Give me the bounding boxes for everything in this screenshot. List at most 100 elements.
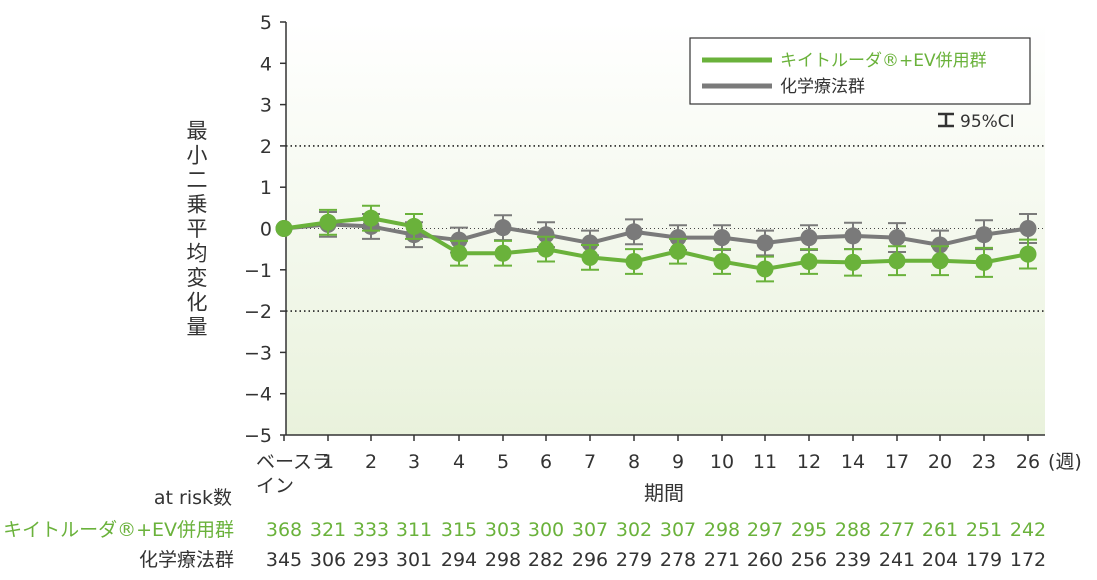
data-point — [494, 244, 512, 262]
at-risk-value: 242 — [1010, 519, 1046, 541]
at-risk-value: 278 — [660, 549, 696, 571]
data-point — [581, 234, 599, 252]
data-point — [888, 252, 906, 270]
y-ticks: 5 4 3 2 1 0 −1 −2 −3 −4 −5 — [244, 12, 286, 447]
x-tick-label: 12 — [797, 451, 821, 473]
data-point — [975, 226, 993, 244]
x-tick-label: 6 — [540, 451, 552, 473]
at-risk-value: 298 — [704, 519, 740, 541]
at-risk-value: 288 — [835, 519, 871, 541]
ci-icon — [938, 112, 954, 128]
y-tick-label: −5 — [244, 425, 272, 447]
at-risk-value: 368 — [266, 519, 302, 541]
at-risk-value: 302 — [616, 519, 652, 541]
at-risk-value: 261 — [922, 519, 958, 541]
x-tick-label: 26 — [1016, 451, 1040, 473]
ci-legend: 95%CI — [938, 112, 1015, 132]
reference-lines — [286, 145, 1045, 312]
x-tick-label: 2 — [365, 451, 377, 473]
x-tick-label: 3 — [408, 451, 420, 473]
at-risk-value: 260 — [747, 549, 783, 571]
data-point — [756, 260, 774, 278]
at-risk-value: 297 — [747, 519, 783, 541]
y-tick-label: 2 — [260, 136, 272, 158]
x-tick-label: 4 — [453, 451, 465, 473]
at-risk-value: 279 — [616, 549, 652, 571]
data-point — [669, 229, 687, 247]
y-tick-label: 5 — [260, 12, 272, 34]
at-risk-value: 345 — [266, 549, 302, 571]
at-risk-value: 293 — [353, 549, 389, 571]
y-tick-label: 1 — [260, 177, 272, 199]
at-risk-header: at risk数 — [154, 487, 232, 509]
at-risk-value: 300 — [528, 519, 564, 541]
y-axis-label-char: 乗 — [187, 193, 208, 217]
data-point — [1019, 245, 1037, 263]
y-tick-label: −2 — [244, 301, 272, 323]
at-risk-values: 368 321 333 311 315 303 300 307 302 307 298 297 295 2… — [266, 519, 1046, 571]
data-point — [319, 213, 337, 231]
at-risk-value: 179 — [966, 549, 1002, 571]
y-tick-label: 0 — [260, 219, 272, 241]
y-tick-label: 4 — [260, 53, 272, 75]
x-tick-label: 5 — [497, 451, 509, 473]
data-point — [537, 226, 555, 244]
x-tick-label: ベースラ — [256, 451, 331, 473]
x-unit-label: (週) — [1048, 451, 1082, 473]
x-tick-label: 10 — [710, 451, 734, 473]
y-tick-label: 3 — [260, 95, 272, 117]
at-risk-value: 333 — [353, 519, 389, 541]
series-combo — [275, 204, 1037, 283]
at-risk-value: 321 — [310, 519, 346, 541]
at-risk-value: 307 — [660, 519, 696, 541]
data-point — [975, 253, 993, 271]
legend-box — [689, 37, 1031, 105]
at-risk-value: 277 — [879, 519, 915, 541]
at-risk-value: 241 — [879, 549, 915, 571]
at-risk-value: 204 — [922, 549, 958, 571]
data-point — [275, 220, 293, 237]
legend-label-chemo: 化学療法群 — [780, 77, 865, 97]
at-risk-value: 301 — [396, 549, 432, 571]
y-tick-label: −1 — [244, 260, 272, 282]
data-point — [713, 253, 731, 271]
at-risk-label-chemo: 化学療法群 — [139, 549, 234, 571]
at-risk-value: 239 — [835, 549, 871, 571]
x-tick-label: 8 — [628, 451, 640, 473]
x-tick-label: 23 — [972, 451, 996, 473]
data-point — [581, 248, 599, 266]
at-risk-value: 251 — [966, 519, 1002, 541]
data-point — [931, 236, 949, 254]
y-axis-label-char: 小 — [187, 144, 208, 168]
y-axis-label-char: 二 — [187, 168, 208, 192]
at-risk-value: 172 — [1010, 549, 1046, 571]
data-point — [625, 223, 643, 241]
data-point — [450, 244, 468, 262]
data-point — [756, 234, 774, 252]
y-axis-label-char: 均 — [187, 242, 208, 266]
data-point — [625, 253, 643, 271]
data-point — [844, 227, 862, 245]
legend: キイトルーダ®+EV併用群 化学療法群 — [689, 37, 1031, 105]
data-point — [713, 229, 731, 247]
data-point — [1019, 220, 1037, 237]
data-point — [800, 229, 818, 247]
data-point — [494, 219, 512, 237]
data-point — [362, 209, 380, 227]
legend-label-combo: キイトルーダ®+EV併用群 — [780, 51, 987, 71]
y-tick-label: −4 — [244, 384, 272, 406]
y-tick-label: −3 — [244, 342, 272, 364]
x-tick-label: 7 — [584, 451, 596, 473]
data-point — [405, 217, 423, 235]
y-axis-label-char: 化 — [187, 291, 208, 315]
x-tick-label: 9 — [672, 451, 684, 473]
at-risk-value: 295 — [791, 519, 827, 541]
at-risk-value: 298 — [485, 549, 521, 571]
data-point — [888, 229, 906, 247]
data-point — [800, 253, 818, 271]
x-tick-label: 20 — [928, 451, 952, 473]
at-risk-value: 307 — [572, 519, 608, 541]
